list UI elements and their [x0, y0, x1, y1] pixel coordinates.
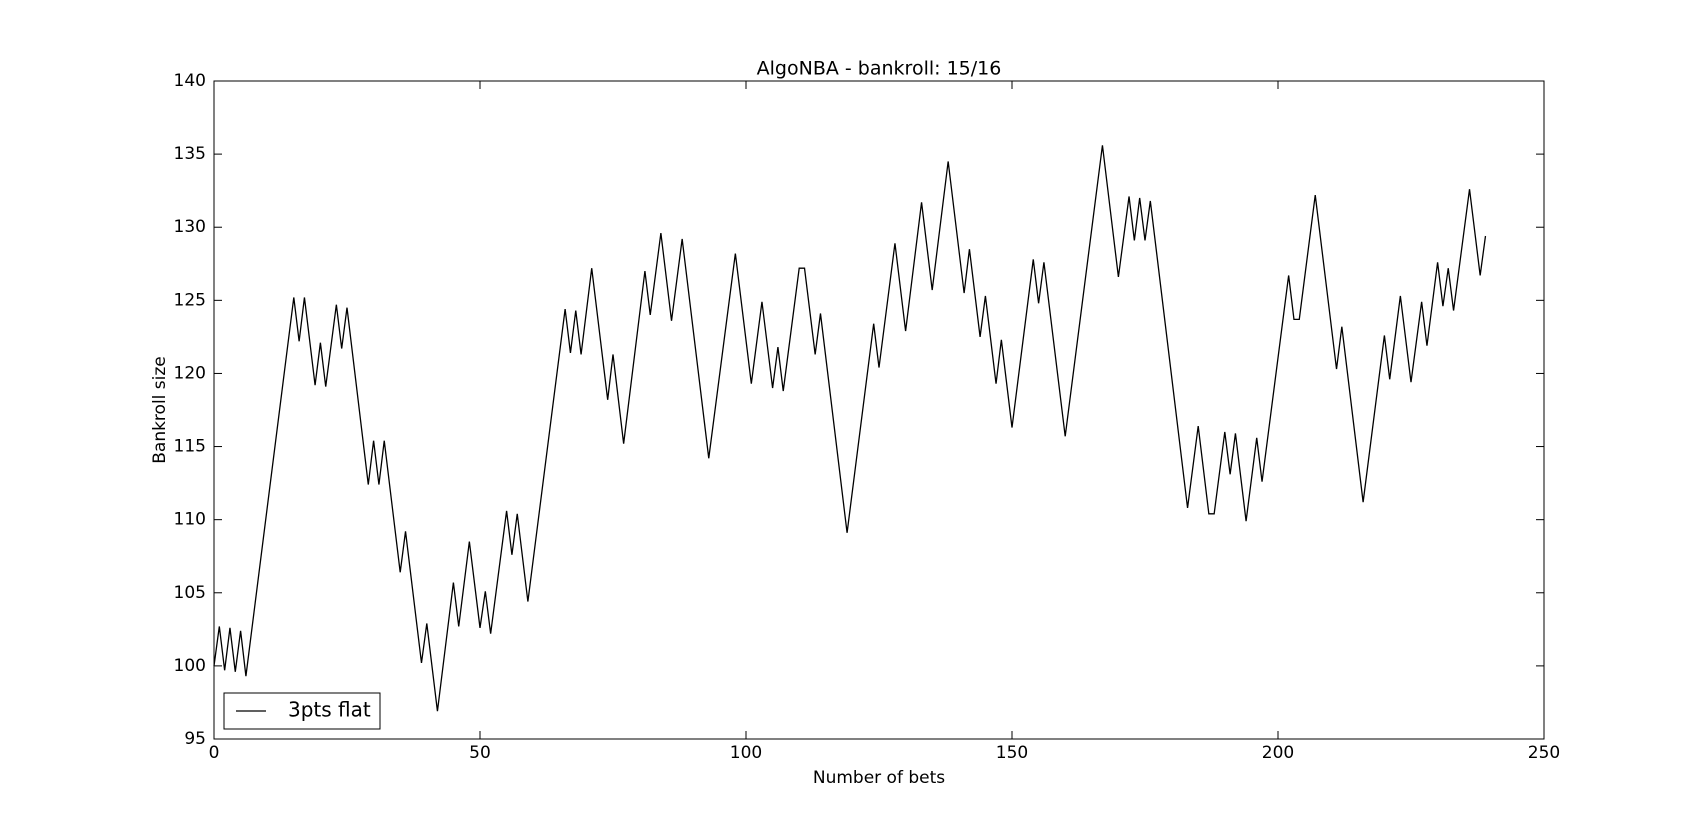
- x-tick-label: 50: [469, 743, 491, 763]
- y-tick-label: 105: [174, 583, 206, 603]
- x-tick-label: 150: [996, 743, 1028, 763]
- y-tick-label: 140: [174, 71, 206, 91]
- y-tick-label: 125: [174, 290, 206, 310]
- y-tick-label: 95: [184, 729, 206, 749]
- x-tick-label: 250: [1528, 743, 1560, 763]
- x-tick-label: 0: [209, 743, 220, 763]
- x-tick-label: 200: [1262, 743, 1294, 763]
- y-tick-label: 115: [174, 437, 206, 457]
- legend-label: 3pts flat: [288, 698, 371, 722]
- y-tick-label: 110: [174, 510, 206, 530]
- x-axis-label: Number of bets: [813, 768, 945, 788]
- y-tick-label: 100: [174, 656, 206, 676]
- y-tick-label: 120: [174, 363, 206, 383]
- plot-frame: [213, 80, 1545, 740]
- y-axis-label: Bankroll size: [150, 356, 170, 464]
- data-line: [213, 145, 1487, 712]
- x-tick-label: 100: [730, 743, 762, 763]
- chart-title: AlgoNBA - bankroll: 15/16: [757, 58, 1002, 80]
- y-tick-label: 130: [174, 217, 206, 237]
- y-tick-label: 135: [174, 144, 206, 164]
